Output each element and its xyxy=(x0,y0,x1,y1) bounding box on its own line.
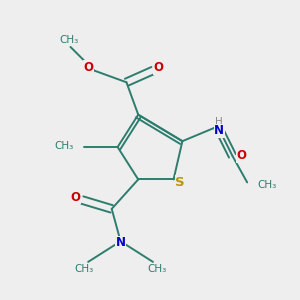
Text: CH₃: CH₃ xyxy=(74,264,93,274)
Text: N: N xyxy=(214,124,224,137)
Text: CH₃: CH₃ xyxy=(54,141,74,151)
Text: O: O xyxy=(154,61,164,74)
Text: S: S xyxy=(175,176,185,189)
Text: CH₃: CH₃ xyxy=(148,264,167,274)
Text: CH₃: CH₃ xyxy=(59,34,79,45)
Text: CH₃: CH₃ xyxy=(257,180,277,190)
Text: O: O xyxy=(70,190,80,204)
Text: N: N xyxy=(116,236,126,249)
Text: O: O xyxy=(236,149,246,162)
Text: O: O xyxy=(83,61,93,74)
Text: H: H xyxy=(215,117,223,127)
